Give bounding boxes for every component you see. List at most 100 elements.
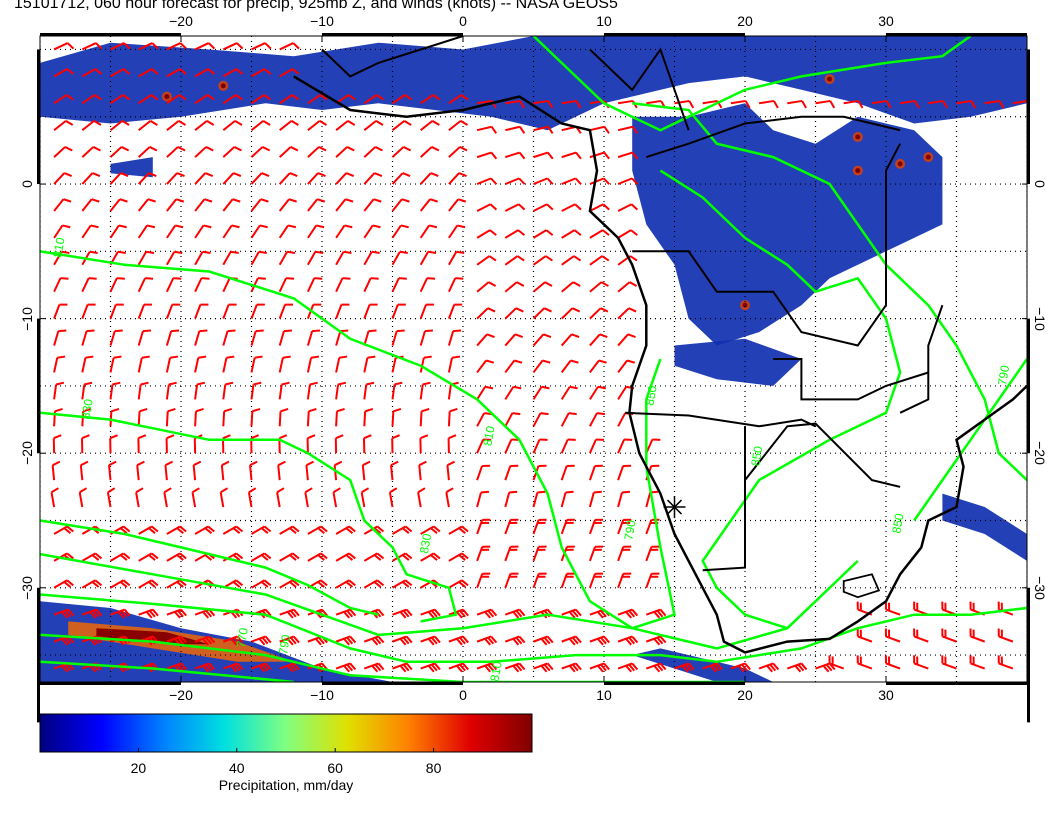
wind-barb — [194, 407, 204, 427]
wind-barb — [306, 434, 316, 454]
wind-barb — [306, 277, 323, 293]
wind-barb — [391, 277, 407, 293]
wind-barb — [165, 434, 175, 454]
country-border — [645, 115, 901, 159]
wind-barb — [109, 224, 127, 239]
wind-barb — [53, 329, 67, 346]
wind-barb — [194, 329, 208, 346]
wind-barb — [363, 329, 377, 346]
wind-barb — [363, 198, 382, 212]
wind-barb — [81, 120, 102, 131]
wind-barb — [561, 203, 582, 212]
wind-barb — [532, 359, 551, 374]
wind-barb — [448, 552, 469, 562]
frame-band — [1027, 318, 1030, 454]
wind-barb — [363, 525, 385, 535]
contour-line — [659, 169, 902, 630]
wind-barb — [279, 94, 300, 105]
wind-barb — [446, 460, 456, 481]
wind-barb — [81, 355, 94, 373]
wind-barb — [306, 355, 320, 373]
wind-barb — [306, 381, 318, 400]
wind-barb — [138, 525, 159, 535]
wind-barb — [52, 434, 62, 454]
wind-barb — [222, 224, 240, 239]
wind-barb — [617, 635, 639, 646]
lat-label-right: −30 — [1032, 575, 1048, 600]
wind-barb — [81, 381, 93, 400]
wind-barb — [828, 655, 845, 670]
wind-barb — [109, 277, 125, 293]
wind-barb — [222, 94, 243, 105]
wind-barb — [417, 487, 426, 508]
wind-barb — [476, 281, 497, 293]
axis-ticks — [37, 33, 1030, 723]
wind-barb — [108, 460, 117, 481]
wind-barb — [884, 655, 901, 670]
wind-barb — [448, 250, 465, 266]
wind-barb — [617, 608, 639, 619]
wind-barb — [871, 99, 892, 109]
wind-barb — [532, 572, 547, 589]
wind-barb — [109, 329, 123, 346]
wind-barb — [448, 94, 469, 105]
wind-barb — [504, 464, 519, 481]
wind-barb — [505, 99, 525, 109]
wind-barb — [956, 99, 977, 109]
wind-barb — [137, 277, 154, 293]
wind-barb — [165, 303, 181, 319]
wind-barb — [276, 487, 285, 508]
wind-barb — [532, 438, 548, 454]
wind-barb — [165, 277, 182, 293]
wind-barb — [560, 333, 580, 347]
wind-barb — [165, 381, 177, 400]
wind-barb — [363, 250, 380, 266]
wind-barb — [589, 203, 610, 212]
wind-barb — [250, 434, 259, 454]
wind-barb — [448, 146, 468, 158]
wind-barb — [617, 438, 633, 454]
wind-barb — [815, 99, 836, 109]
precip-cell-core — [742, 302, 748, 308]
wind-barb — [363, 381, 375, 400]
lesotho-border — [842, 573, 881, 599]
wind-barb — [532, 385, 550, 400]
wind-barb — [476, 359, 495, 374]
country-border — [702, 426, 746, 572]
wind-barb — [138, 146, 158, 158]
wind-barb — [476, 125, 498, 134]
wind-barb — [109, 434, 118, 454]
wind-barb — [941, 601, 957, 616]
wind-barb — [250, 120, 271, 131]
wind-barb — [504, 635, 526, 646]
wind-barb — [334, 434, 344, 454]
wind-barb — [194, 662, 216, 673]
wind-barb — [391, 146, 412, 158]
wind-barb — [81, 608, 103, 619]
wind-barb — [335, 662, 357, 673]
wind-barb — [109, 146, 130, 158]
wind-barb — [504, 608, 526, 619]
wind-barb — [363, 407, 374, 427]
wind-barb — [137, 381, 149, 400]
wind-barb — [137, 303, 153, 319]
wind-barb — [913, 628, 929, 643]
wind-barb — [81, 172, 101, 185]
wind-barb — [81, 146, 101, 158]
wind-barb — [247, 487, 257, 508]
wind-barb — [53, 172, 73, 185]
wind-barb — [561, 307, 581, 320]
wind-barb — [109, 94, 131, 105]
frame-band — [604, 33, 745, 36]
wind-barb — [419, 198, 438, 212]
wind-barb — [617, 203, 639, 212]
lon-label-bottom: 20 — [737, 687, 753, 703]
wind-barb — [420, 94, 441, 105]
lon-label-bottom: 30 — [878, 687, 894, 703]
wind-barb — [388, 487, 398, 508]
wind-barb — [561, 608, 582, 619]
wind-barb — [222, 552, 244, 562]
wind-barb — [588, 518, 604, 535]
wind-barb — [166, 579, 187, 589]
contour-label: 770 — [234, 626, 251, 648]
